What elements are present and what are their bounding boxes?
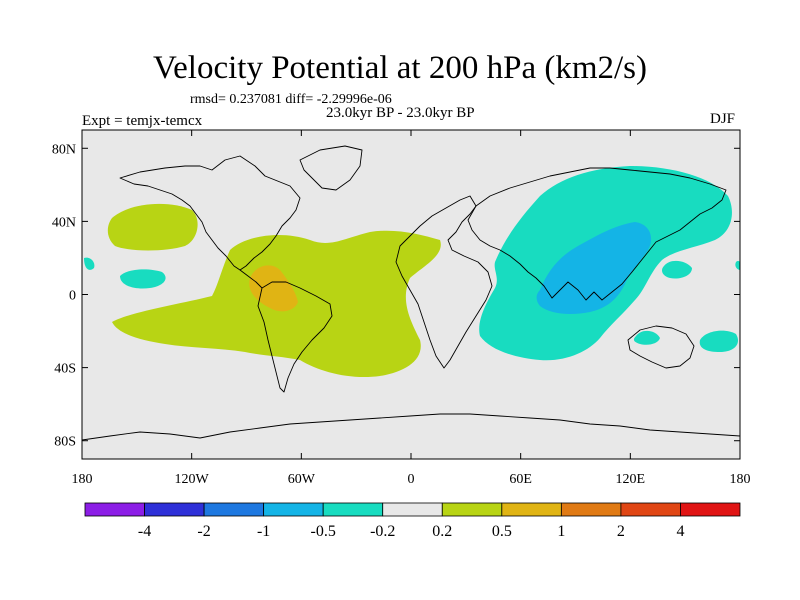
y-tick-label: 40S	[54, 362, 76, 377]
coast-eurasia	[467, 167, 727, 301]
colorbar-swatch	[263, 502, 324, 517]
y-tick-label: 0	[69, 289, 76, 304]
colorbar-label: -2	[197, 523, 210, 540]
y-tick-label: 40N	[52, 215, 76, 230]
colorbar-label: 0.2	[432, 523, 452, 540]
colorbar: -4 -2 -1 -0.5 -0.2 0.2 0.5 1 2 4	[84, 502, 741, 540]
colorbar-swatch	[620, 502, 681, 517]
map-panel	[82, 130, 740, 459]
colorbar-label: 0.5	[492, 523, 512, 540]
x-tick-label: 180	[730, 472, 751, 487]
plot-title: Velocity Potential at 200 hPa (km2/s)	[152, 50, 648, 86]
y-tick-label: 80S	[54, 435, 76, 450]
positive-mid-region-south-america	[249, 265, 298, 312]
positive-region-north-pacific	[107, 203, 198, 251]
negative-region-west-pacific	[662, 260, 692, 279]
coast-antarctica	[82, 413, 740, 441]
axis-ticks: 180 120W 60W 0 60E 120E 180 80N 40N 0 40S 80S	[52, 130, 751, 487]
colorbar-label: -4	[138, 523, 151, 540]
colorbar-swatch	[441, 502, 503, 517]
colorbar-label: -1	[257, 523, 270, 540]
colorbar-label: -0.5	[311, 523, 336, 540]
colorbar-swatch	[560, 502, 622, 517]
coast-north-america	[119, 155, 301, 271]
coast-australia	[627, 325, 695, 369]
coast-greenland	[299, 145, 363, 191]
colorbar-label: 4	[676, 523, 684, 540]
negative-region-far-east-pacific	[84, 257, 95, 270]
coast-south-america	[257, 281, 333, 393]
negative-region-east-edge	[735, 261, 740, 270]
colorbar-swatch	[322, 502, 384, 517]
x-tick-label: 60E	[509, 472, 532, 487]
coast-central-america	[239, 269, 263, 289]
colorbar-swatch	[203, 502, 265, 517]
colorbar-label: 2	[617, 523, 625, 540]
negative-region-east-pacific	[120, 269, 166, 289]
season-label: DJF	[710, 111, 736, 127]
x-tick-label: 0	[408, 472, 415, 487]
colorbar-swatch	[144, 502, 205, 517]
x-tick-label: 120W	[175, 472, 210, 487]
experiment-label: Expt = temjx-temcx	[82, 113, 203, 129]
negative-region-australia-east	[699, 330, 739, 352]
colorbar-label: 1	[557, 523, 565, 540]
colorbar-swatch	[84, 502, 145, 517]
colorbar-swatch	[382, 502, 443, 517]
colorbar-swatch	[680, 502, 741, 517]
negative-region-australia-north	[633, 330, 660, 345]
x-tick-label: 180	[72, 472, 93, 487]
y-tick-label: 80N	[52, 142, 76, 157]
colorbar-swatch	[501, 502, 562, 517]
stats-annotation: rmsd= 0.237081 diff= -2.29996e-06	[190, 92, 392, 107]
coast-europe-africa	[395, 195, 493, 369]
x-tick-label: 60W	[288, 472, 316, 487]
x-tick-label: 120E	[616, 472, 646, 487]
coastlines	[82, 145, 740, 441]
period-label: 23.0kyr BP - 23.0kyr BP	[326, 105, 475, 121]
colorbar-label: -0.2	[370, 523, 395, 540]
negative-mid-region-south-asia	[536, 222, 652, 314]
